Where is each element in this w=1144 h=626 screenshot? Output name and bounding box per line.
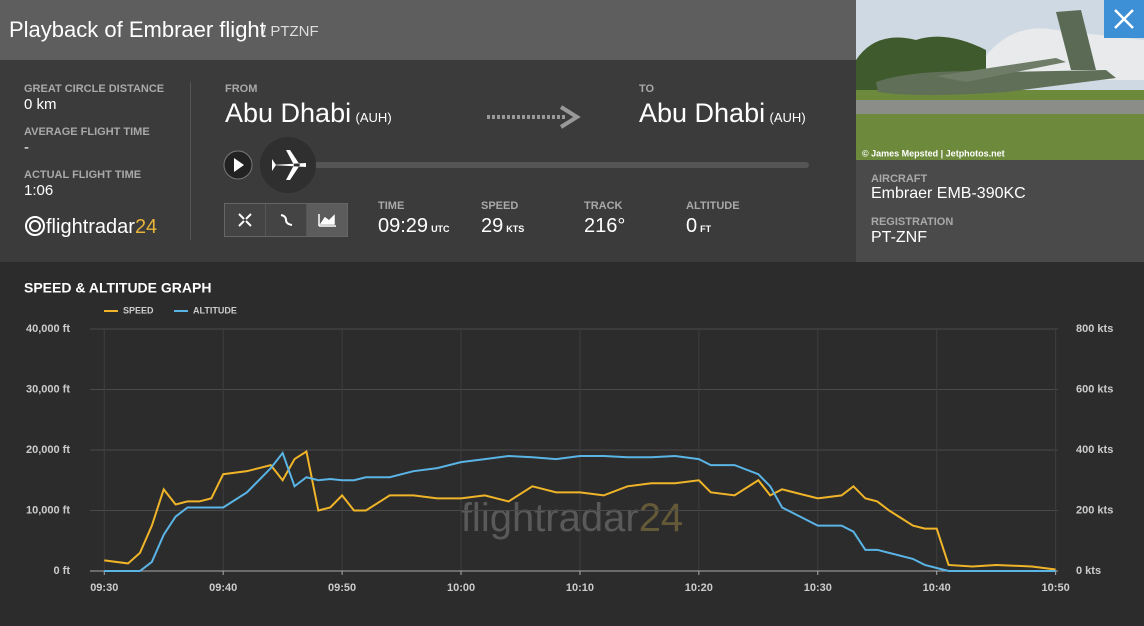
playback-bar [223,137,809,193]
x-tick-label: 10:00 [447,582,475,594]
live-label: SPEED [481,200,519,212]
logo-icon [25,216,45,236]
logo-text: flightradar [46,216,135,238]
live-number: 0 [686,215,698,237]
legend-label: ALTITUDE [193,305,237,315]
from-code: (AUH) [355,110,392,125]
series-line [104,450,1056,572]
x-tick-label: 10:40 [923,582,951,594]
to: Abu Dhabi (AUH) [639,98,806,129]
info-panel: GREAT CIRCLE DISTANCE 0 km AVERAGE FLIGH… [0,60,856,262]
from-label: FROM [225,83,258,95]
y-tick-label: 0 ft [54,565,71,577]
legend-label: SPEED [123,305,154,315]
x-tick-label: 09:30 [90,582,118,594]
y-tick-label: 10,000 ft [26,504,70,516]
logo-suffix: 24 [134,216,158,238]
y-tick-label: 30,000 ft [26,383,70,395]
y-tick-label: 20,000 ft [26,444,70,456]
y2-tick-label: 600 kts [1076,383,1113,395]
watermark: flightradar24 [461,496,683,540]
aircraft-photo: © James Mepsted | Jetphotos.net [856,0,1144,160]
slider-track[interactable] [300,162,809,168]
live-unit: UTC [431,224,450,234]
chart: SPEED & ALTITUDE GRAPH flightradar24 0 f… [24,280,1113,594]
x-tick-label: 10:10 [566,582,594,594]
x-tick-label: 09:40 [209,582,237,594]
subtitle: / PTZNF [262,23,319,40]
live-value: 09:29 UTC [378,215,450,238]
stat-label: GREAT CIRCLE DISTANCE [24,83,165,95]
title: Playback of Embraer flight [9,17,266,42]
close-button[interactable] [1104,0,1144,38]
live-number: 216° [584,215,626,237]
live-value: 29 KTS [481,215,524,238]
to-code: (AUH) [769,110,806,125]
slider-handle[interactable] [260,137,316,193]
route-arrow [487,105,581,129]
aircraft-value: Embraer EMB-390KC [871,185,1026,202]
from-city: Abu Dhabi [225,98,352,128]
watermark-text: flightradar [461,496,639,540]
y2-tick-label: 800 kts [1076,323,1113,335]
logo: flightradar24 [24,215,157,239]
y2-tick-label: 200 kts [1076,504,1113,516]
button-graph[interactable] [307,204,347,236]
live-label: TIME [378,200,405,212]
button-collapse[interactable] [225,204,265,236]
play-button[interactable] [223,150,253,180]
separator [190,82,191,240]
registration-value: PT-ZNF [871,229,927,246]
x-tick-label: 10:50 [1042,582,1070,594]
live-value: 216° [584,215,625,238]
live-number: 29 [481,215,504,237]
x-tick-label: 10:20 [685,582,713,594]
y2-tick-label: 400 kts [1076,444,1113,456]
x-tick-label: 10:30 [804,582,832,594]
x-tick-label: 09:50 [328,582,356,594]
stat-value: - [24,139,29,156]
header: Playback of Embraer flight / PTZNF [0,0,856,60]
stat-label: AVERAGE FLIGHT TIME [24,126,150,138]
stat-value: 0 km [24,96,57,113]
view-buttons [224,203,348,237]
to-label: TO [639,83,655,95]
watermark-suffix: 24 [639,496,684,540]
live-unit: KTS [506,224,525,234]
series-line [104,449,1056,571]
stat-value: 1:06 [24,182,54,199]
aircraft-panel: AIRCRAFT Embraer EMB-390KC REGISTRATION … [856,160,1144,262]
registration-label: REGISTRATION [871,216,954,228]
live-label: TRACK [584,200,623,212]
stat-label: ACTUAL FLIGHT TIME [24,169,142,181]
chart-title: SPEED & ALTITUDE GRAPH [24,280,211,296]
live-value: 0 FT [686,215,711,238]
photo: © James Mepsted | Jetphotos.net [856,0,1144,160]
y-tick-label: 40,000 ft [26,323,70,335]
button-route[interactable] [266,204,306,236]
live-label: ALTITUDE [686,200,740,212]
live-number: 09:29 [378,215,429,237]
from: Abu Dhabi (AUH) [225,98,392,129]
aircraft-label: AIRCRAFT [871,173,928,185]
to-city: Abu Dhabi [639,98,766,128]
y2-tick-label: 0 kts [1076,565,1101,577]
photo-credit: © James Mepsted | Jetphotos.net [862,148,1005,158]
live-unit: FT [700,224,712,234]
